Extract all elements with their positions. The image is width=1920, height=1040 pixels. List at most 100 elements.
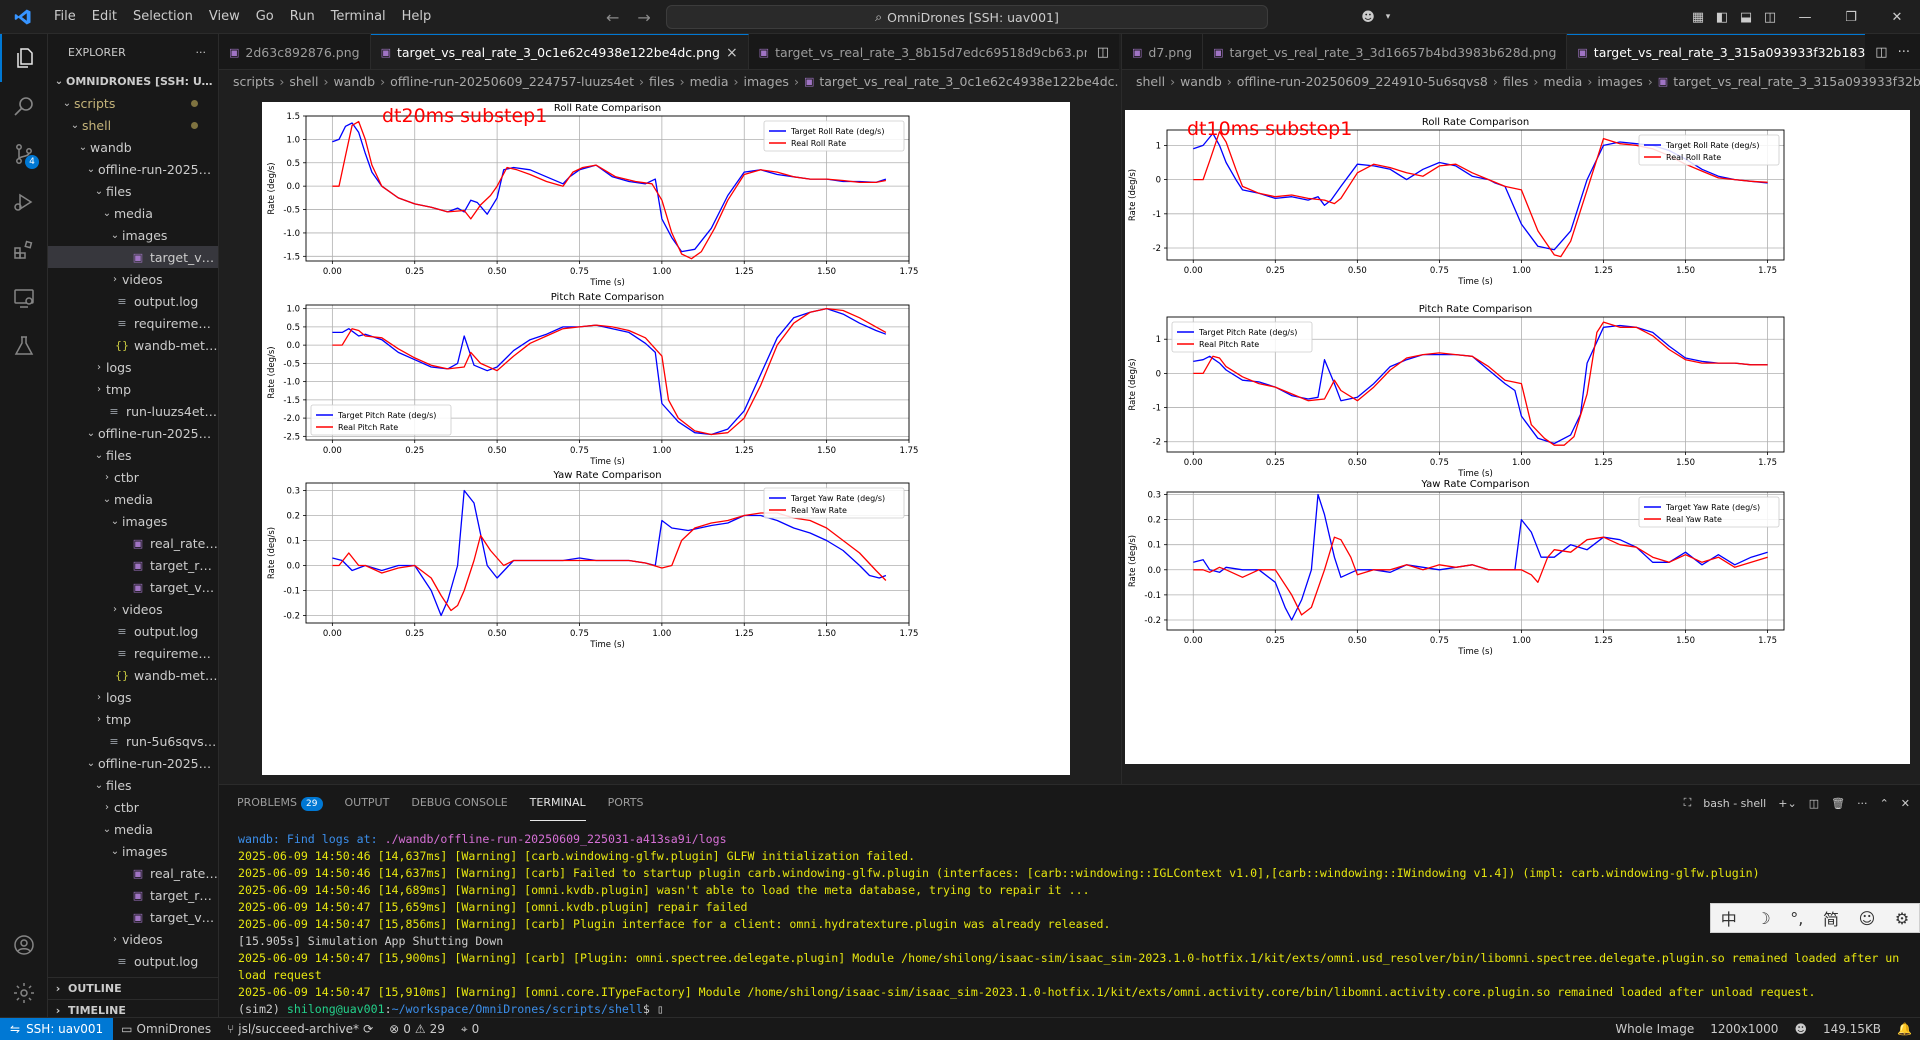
panel-tab-debug-console[interactable]: DEBUG CONSOLE	[411, 785, 507, 821]
tree-item[interactable]: ▣ real_rate_co...	[48, 532, 218, 554]
terminal-shell-label[interactable]: bash - shell	[1703, 796, 1767, 810]
tree-item[interactable]: › logs	[48, 686, 218, 708]
menu-run[interactable]: Run	[289, 8, 315, 24]
breadcrumb-item[interactable]: wandb	[333, 73, 376, 89]
tree-item[interactable]: ⌄ shell	[48, 114, 218, 136]
tree-item[interactable]: › videos	[48, 598, 218, 620]
more-actions-icon[interactable]: ···	[1857, 796, 1868, 810]
copilot-status-icon[interactable]: ☻	[1794, 1022, 1807, 1036]
menu-edit[interactable]: Edit	[91, 8, 117, 24]
tree-item[interactable]: ⌄ files	[48, 774, 218, 796]
testing-flask-icon[interactable]	[0, 322, 48, 370]
ime-button[interactable]: ☽	[1756, 908, 1771, 928]
breadcrumb-item[interactable]: images	[743, 73, 789, 89]
tree-item[interactable]: ▣ target_rate_...	[48, 554, 218, 576]
source-control-icon[interactable]: 4	[0, 130, 48, 178]
split-editor-icon[interactable]: ◫	[1875, 44, 1888, 60]
split-terminal-icon[interactable]: ◫	[1808, 796, 1820, 810]
editor-tab[interactable]: ▣ target_vs_real_rate_3_315a093933f32b183…	[1567, 34, 1920, 69]
tree-item[interactable]: › ctbr	[48, 796, 218, 818]
tree-item[interactable]: › ctbr	[48, 466, 218, 488]
menu-selection[interactable]: Selection	[132, 8, 193, 24]
search-view-icon[interactable]	[0, 82, 48, 130]
ime-button[interactable]: 中	[1720, 910, 1737, 929]
toggle-secondary-sidebar-icon[interactable]: ◫	[1763, 9, 1777, 25]
tree-item[interactable]: ⌄ media	[48, 488, 218, 510]
run-debug-icon[interactable]	[0, 178, 48, 226]
tree-item[interactable]: ⌄ images	[48, 510, 218, 532]
workspace-root[interactable]: ⌄ OMNIDRONES [SSH: UAV0...	[48, 70, 218, 92]
timeline-section[interactable]: › TIMELINE	[48, 999, 218, 1017]
tree-item[interactable]: ⌄ files	[48, 444, 218, 466]
menu-go[interactable]: Go	[255, 8, 274, 24]
breadcrumb-item[interactable]: shell	[289, 73, 319, 89]
tree-item[interactable]: ⌄ offline-run-20250...	[48, 422, 218, 444]
tree-item[interactable]: › logs	[48, 356, 218, 378]
problems-status[interactable]: ⊗ 0 ⚠ 29	[381, 1022, 453, 1036]
breadcrumb-item[interactable]: target_vs_real_rate_3_0c1e62c4938e122be4…	[819, 73, 1119, 89]
tree-item[interactable]: ⌄ offline-run-20250...	[48, 158, 218, 180]
tree-item[interactable]: {} wandb-metad...	[48, 334, 218, 356]
panel-tab-problems[interactable]: PROBLEMS 29	[237, 785, 323, 821]
panel-tab-ports[interactable]: PORTS	[608, 785, 644, 821]
toggle-panel-icon[interactable]: ⬓	[1739, 9, 1753, 25]
more-actions-icon[interactable]: ···	[1897, 44, 1910, 60]
breadcrumb-item[interactable]: wandb	[1180, 73, 1222, 89]
tree-item[interactable]: ▣ target_vs_re...	[48, 576, 218, 598]
minimize-button[interactable]: —	[1798, 9, 1812, 25]
remote-indicator[interactable]: ⇋ SSH: uav001	[0, 1018, 114, 1040]
menu-file[interactable]: File	[54, 8, 76, 24]
manage-gear-icon[interactable]	[0, 969, 48, 1017]
tree-item[interactable]: ≡ run-luuzs4et.wa...	[48, 400, 218, 422]
new-terminal-icon[interactable]: +⌄	[1778, 796, 1797, 810]
ime-button[interactable]: °,	[1790, 908, 1804, 928]
breadcrumb-item[interactable]: scripts	[233, 73, 275, 89]
tree-item[interactable]: ≡ output.log	[48, 950, 218, 972]
close-window-button[interactable]: ✕	[1891, 9, 1903, 25]
split-editor-icon[interactable]: ◫	[1096, 44, 1109, 60]
tree-item[interactable]: ⌄ media	[48, 202, 218, 224]
ime-button[interactable]: ☺	[1858, 908, 1876, 928]
back-arrow-icon[interactable]: ←	[606, 7, 620, 27]
menu-terminal[interactable]: Terminal	[330, 8, 386, 24]
tree-item[interactable]: ≡ output.log	[48, 290, 218, 312]
breadcrumb-item[interactable]: target_vs_real_rate_3_315a093933f32b1833…	[1673, 73, 1920, 89]
tree-item[interactable]: ▣ target_rate_...	[48, 884, 218, 906]
breadcrumb-item[interactable]: media	[689, 73, 729, 89]
terminal-output[interactable]: wandb: Find logs at: ./wandb/offline-run…	[238, 831, 1910, 1018]
kill-terminal-icon[interactable]: 🗑	[1831, 796, 1846, 810]
tree-item[interactable]: ▣ target_vs_re...	[48, 246, 218, 268]
account-icon[interactable]	[0, 921, 48, 969]
layout-customize-icon[interactable]: ▦	[1691, 9, 1705, 25]
explorer-icon[interactable]	[0, 34, 48, 82]
close-tab-icon[interactable]: ×	[725, 44, 738, 61]
breadcrumb-item[interactable]: offline-run-20250609_224910-5u6sqvs8	[1236, 73, 1488, 89]
tree-item[interactable]: ⌄ scripts	[48, 92, 218, 114]
more-actions-icon[interactable]: ···	[195, 45, 207, 59]
tree-item[interactable]: › tmp	[48, 708, 218, 730]
image-scale-status[interactable]: Whole Image	[1615, 1022, 1695, 1036]
editor-tab[interactable]: ▣ target_vs_real_rate_3_0c1e62c4938e122be…	[370, 34, 749, 69]
panel-tab-terminal[interactable]: TERMINAL	[529, 785, 586, 821]
breadcrumb-item[interactable]: media	[1543, 73, 1583, 89]
breadcrumb-item[interactable]: files	[1502, 73, 1529, 89]
forward-arrow-icon[interactable]: →	[637, 7, 651, 27]
tree-item[interactable]: ⌄ files	[48, 180, 218, 202]
project-status[interactable]: ▭ OmniDrones	[113, 1022, 219, 1036]
copilot-icon[interactable]: ☻	[1361, 9, 1375, 25]
menu-view[interactable]: View	[208, 8, 240, 24]
tree-item[interactable]: › videos	[48, 268, 218, 290]
editor-tab[interactable]: ▣ target_vs_real_rate_3_3d16657b4bd3983b6…	[1203, 34, 1568, 69]
branch-status[interactable]: ⑂ jsl/succeed-archive* ⟳	[219, 1022, 381, 1036]
tree-item[interactable]: ⌄ wandb	[48, 136, 218, 158]
tree-item[interactable]: ≡ requirements.txt	[48, 642, 218, 664]
tree-item[interactable]: ⌄ offline-run-20250...	[48, 752, 218, 774]
notifications-bell-icon[interactable]: 🔔	[1897, 1022, 1912, 1036]
toggle-sidebar-icon[interactable]: ◧	[1715, 9, 1729, 25]
tree-item[interactable]: ≡ output.log	[48, 620, 218, 642]
tree-item[interactable]: ⌄ images	[48, 224, 218, 246]
ime-button[interactable]: ⚙	[1894, 908, 1910, 928]
restore-button[interactable]: ❐	[1845, 9, 1857, 25]
extensions-icon[interactable]	[0, 226, 48, 274]
ime-button[interactable]: 简	[1822, 910, 1839, 929]
